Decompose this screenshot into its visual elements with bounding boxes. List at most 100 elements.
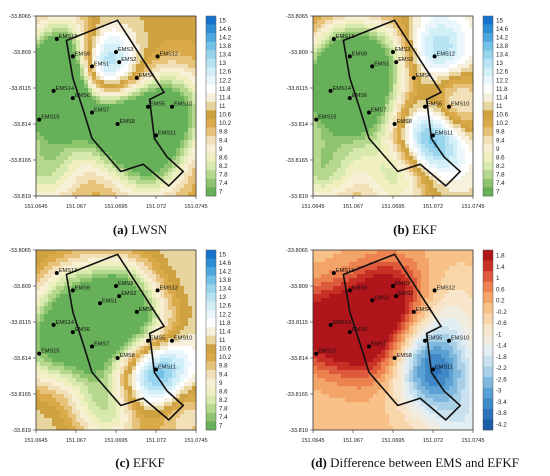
- field-cell: [56, 100, 61, 105]
- field-cell: [56, 124, 61, 129]
- field-cell: [381, 156, 386, 161]
- field-cell: [373, 104, 378, 109]
- field-cell: [449, 16, 454, 21]
- field-cell: [353, 152, 358, 157]
- field-cell: [357, 124, 362, 129]
- field-cell: [192, 140, 197, 145]
- field-cell: [92, 290, 97, 295]
- field-cell: [433, 64, 438, 69]
- field-cell: [136, 366, 141, 371]
- field-cell: [44, 52, 49, 57]
- field-cell: [144, 180, 149, 185]
- field-cell: [168, 172, 173, 177]
- field-cell: [164, 278, 169, 283]
- field-cell: [389, 112, 394, 117]
- field-cell: [341, 140, 346, 145]
- field-cell: [349, 144, 354, 149]
- field-cell: [44, 128, 49, 133]
- field-cell: [469, 68, 474, 73]
- field-cell: [132, 306, 137, 311]
- field-cell: [405, 112, 410, 117]
- field-cell: [144, 184, 149, 189]
- field-cell: [353, 124, 358, 129]
- field-cell: [429, 68, 434, 73]
- field-cell: [313, 64, 318, 69]
- field-cell: [76, 302, 81, 307]
- field-cell: [449, 112, 454, 117]
- field-cell: [52, 358, 57, 363]
- field-cell: [40, 172, 45, 177]
- field-cell: [357, 20, 362, 25]
- field-cell: [365, 168, 370, 173]
- field-cell: [184, 76, 189, 81]
- field-cell: [389, 148, 394, 153]
- field-cell: [140, 100, 145, 105]
- field-cell: [168, 330, 173, 335]
- field-cell: [337, 16, 342, 21]
- field-cell: [76, 32, 81, 37]
- field-cell: [437, 72, 442, 77]
- field-cell: [433, 56, 438, 61]
- field-cell: [136, 52, 141, 57]
- field-cell: [84, 168, 89, 173]
- field-cell: [433, 172, 438, 177]
- field-cell: [385, 68, 390, 73]
- field-cell: [100, 342, 105, 347]
- field-cell: [116, 40, 121, 45]
- field-cell: [457, 52, 462, 57]
- field-cell: [397, 108, 402, 113]
- field-cell: [317, 112, 322, 117]
- field-cell: [140, 188, 145, 193]
- field-cell: [68, 160, 73, 165]
- field-cell: [353, 148, 358, 153]
- field-cell: [461, 48, 466, 53]
- field-cell: [104, 120, 109, 125]
- field-cell: [168, 68, 173, 73]
- field-cell: [132, 294, 137, 299]
- field-cell: [36, 132, 41, 137]
- field-cell: [176, 270, 181, 275]
- field-cell: [417, 176, 422, 181]
- field-cell: [132, 64, 137, 69]
- field-cell: [88, 148, 93, 153]
- field-cell: [425, 96, 430, 101]
- field-cell: [357, 88, 362, 93]
- field-cell: [140, 60, 145, 65]
- colorbar-segment: [483, 153, 493, 163]
- field-cell: [369, 68, 374, 73]
- field-cell: [84, 180, 89, 185]
- field-cell: [172, 160, 177, 165]
- field-cell: [421, 56, 426, 61]
- field-cell: [48, 306, 53, 311]
- field-cell: [52, 76, 57, 81]
- field-cell: [36, 294, 41, 299]
- field-cell: [345, 144, 350, 149]
- field-cell: [160, 96, 165, 101]
- field-cell: [136, 282, 141, 287]
- field-cell: [68, 322, 73, 327]
- field-cell: [421, 184, 426, 189]
- field-cell: [176, 350, 181, 355]
- field-cell: [417, 148, 422, 153]
- field-cell: [120, 298, 125, 303]
- field-cell: [345, 40, 350, 45]
- field-cell: [36, 20, 41, 25]
- y-tick-label: -33.8165: [286, 158, 308, 164]
- field-cell: [393, 40, 398, 45]
- field-cell: [120, 176, 125, 181]
- field-cell: [72, 24, 77, 29]
- field-cell: [136, 254, 141, 259]
- field-cell: [120, 32, 125, 37]
- field-cell: [148, 164, 153, 169]
- field-cell: [136, 64, 141, 69]
- field-cell: [465, 192, 470, 197]
- station-label: EMS15: [318, 115, 336, 121]
- field-cell: [401, 148, 406, 153]
- station-label: EMS10: [451, 102, 469, 108]
- field-cell: [72, 346, 77, 351]
- field-cell: [156, 76, 161, 81]
- field-cell: [88, 72, 93, 77]
- field-cell: [56, 306, 61, 311]
- field-cell: [84, 274, 89, 279]
- field-cell: [409, 112, 414, 117]
